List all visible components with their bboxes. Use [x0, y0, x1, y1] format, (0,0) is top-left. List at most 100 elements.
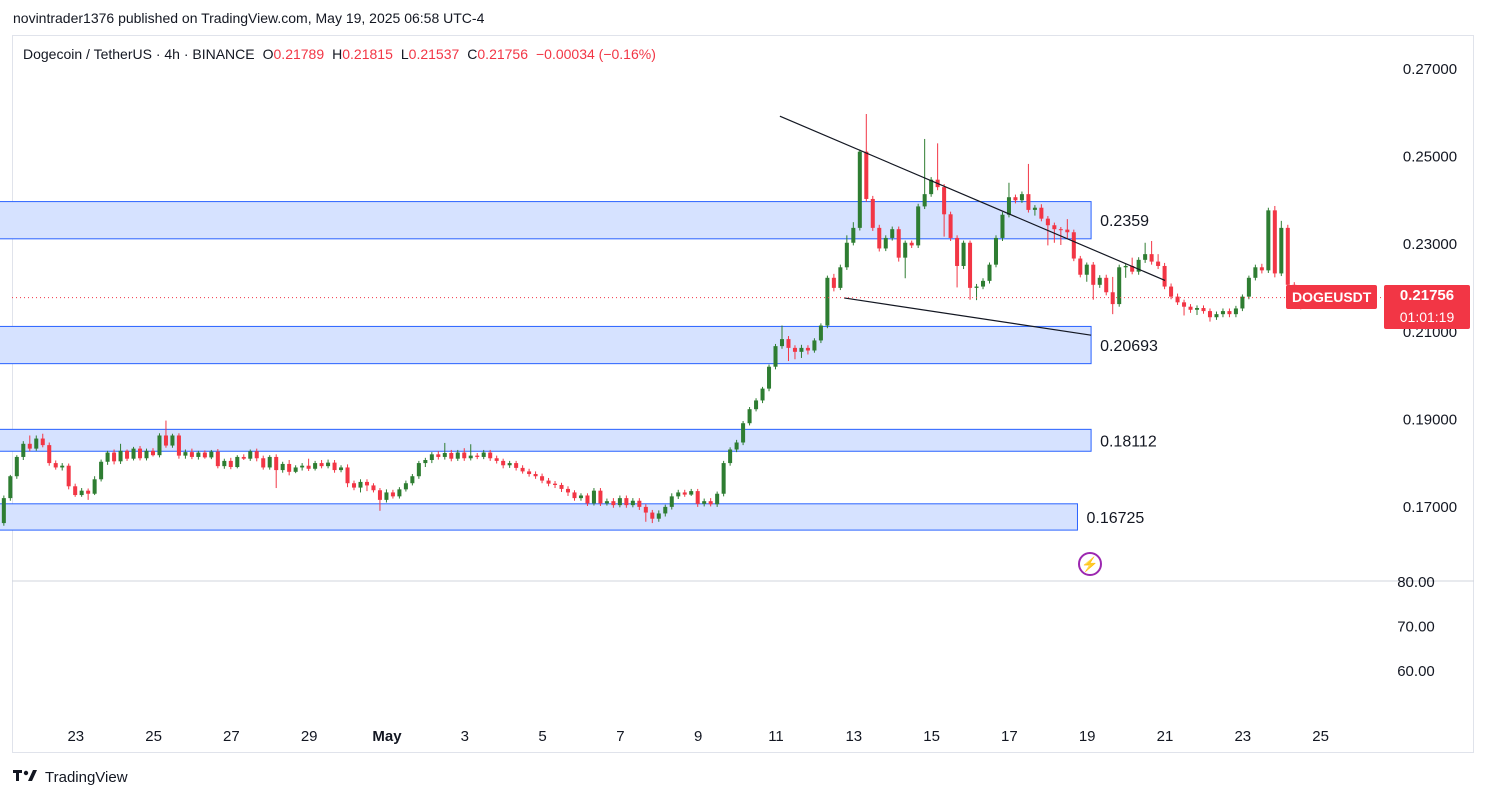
candle-body — [773, 346, 778, 367]
candle-body — [163, 435, 168, 446]
footer-brand[interactable]: TradingView — [13, 768, 128, 786]
candle-body — [559, 484, 564, 489]
last-price-badge: 0.21756 01:01:19 — [1384, 285, 1470, 329]
candle-body — [760, 388, 765, 401]
candle-body — [747, 409, 752, 424]
legend-close-label: C — [467, 46, 478, 62]
candle-body — [189, 452, 194, 457]
candle-body — [235, 456, 240, 468]
candle-body — [1, 498, 6, 524]
candle-body — [416, 463, 421, 477]
candle-body — [870, 198, 875, 228]
x-tick-label: 5 — [538, 728, 546, 745]
candle-body — [676, 492, 681, 497]
candle-body — [1117, 267, 1122, 305]
candle-body — [66, 465, 71, 487]
candle-body — [877, 227, 882, 249]
x-tick-label: 9 — [694, 728, 702, 745]
candle-body — [1091, 264, 1096, 285]
candle-body — [1175, 296, 1180, 303]
x-tick-label: 17 — [1001, 728, 1018, 745]
candle-body — [1156, 261, 1161, 266]
candle-body — [656, 513, 661, 519]
candle-body — [1058, 229, 1063, 231]
candle-body — [293, 467, 298, 472]
candle-body — [715, 493, 720, 505]
candle-body — [150, 450, 155, 456]
candles-layer — [1, 113, 1310, 526]
candle-body — [105, 452, 110, 462]
candle-body — [896, 229, 901, 258]
candle-body — [455, 452, 460, 459]
lower-pane-tick-label: 80.00 — [1397, 574, 1435, 591]
legend-low-value: 0.21537 — [408, 46, 460, 62]
candle-body — [40, 438, 45, 446]
y-tick-label: 0.27000 — [1403, 61, 1457, 78]
candle-body — [1084, 264, 1089, 275]
candle-body — [754, 400, 759, 410]
zone-label: 0.2359 — [1100, 213, 1149, 230]
footer-brand-label: TradingView — [45, 768, 128, 786]
legend-symbol[interactable]: Dogecoin / TetherUS · 4h · BINANCE — [23, 46, 255, 62]
candle-body — [1136, 259, 1141, 272]
candle-body — [377, 490, 382, 500]
candle-body — [1259, 267, 1264, 271]
candle-body — [955, 237, 960, 266]
candle-body — [779, 339, 785, 347]
candle-body — [1182, 302, 1187, 307]
trendlines-layer — [779, 115, 1166, 336]
candle-body — [598, 490, 603, 504]
candle-body — [157, 435, 162, 456]
candle-body — [436, 454, 441, 457]
candle-body — [274, 456, 279, 471]
candle-body — [21, 443, 26, 457]
zones-layer: 0.2359 0.20693 0.18112 0.16725 — [0, 201, 1158, 531]
candle-body — [267, 456, 272, 468]
legend-high-label: H — [332, 46, 343, 62]
candle-body — [319, 463, 324, 467]
candle-body — [488, 452, 493, 459]
candle-body — [572, 492, 577, 499]
candle-body — [53, 463, 58, 468]
candle-body — [429, 454, 434, 461]
zone-label: 0.20693 — [1100, 338, 1158, 355]
candle-body — [112, 452, 117, 462]
candle-body — [844, 242, 849, 268]
candle-body — [1227, 311, 1232, 315]
candle-body — [339, 467, 344, 471]
candle-body — [708, 501, 713, 505]
candle-body — [326, 462, 331, 467]
candle-body — [533, 474, 538, 477]
candle-body — [1071, 232, 1076, 259]
candle-body — [125, 450, 130, 459]
candle-body — [79, 490, 84, 496]
candle-body — [624, 498, 629, 506]
x-tick-label: 13 — [845, 728, 862, 745]
x-tick-label: 27 — [223, 728, 240, 745]
zone-label: 0.18112 — [1100, 433, 1157, 450]
candle-body — [410, 476, 415, 484]
ohlc-legend: Dogecoin / TetherUS · 4h · BINANCE O0.217… — [23, 46, 664, 62]
candle-body — [209, 451, 214, 458]
candle-body — [993, 237, 999, 265]
candle-body — [462, 452, 467, 459]
candle-body — [1130, 265, 1135, 272]
candle-body — [864, 151, 869, 199]
candle-body — [47, 445, 52, 464]
legend-open-label: O — [262, 46, 274, 62]
candle-body — [578, 495, 583, 499]
candle-body — [352, 483, 357, 488]
last-price-value: 0.21756 — [1399, 287, 1455, 304]
candle-body — [1285, 227, 1290, 285]
candle-body — [565, 488, 571, 493]
legend-change: −0.00034 (−0.16%) — [536, 46, 656, 62]
candle-body — [287, 463, 292, 472]
candle-body — [643, 506, 648, 513]
lightning-icon[interactable]: ⚡ — [1078, 552, 1102, 576]
support-resistance-zone — [0, 503, 1078, 531]
zone-label: 0.16725 — [1086, 510, 1144, 527]
candle-body — [1000, 214, 1005, 238]
chart-frame[interactable] — [12, 35, 1474, 753]
candle-body — [170, 435, 175, 446]
